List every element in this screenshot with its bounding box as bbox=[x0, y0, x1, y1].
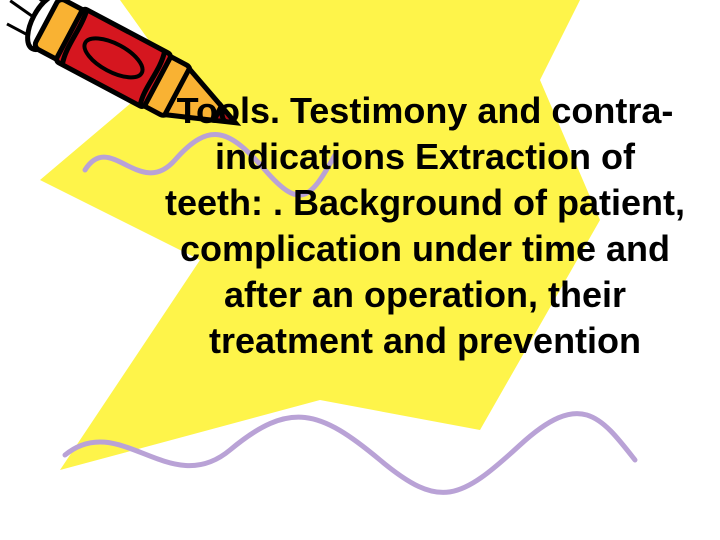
squiggle-bottom-path bbox=[65, 414, 635, 493]
slide-title: Tools. Testimony and contra-indications … bbox=[165, 88, 685, 364]
squiggle-bottom bbox=[60, 405, 640, 505]
slide-stage: Tools. Testimony and contra-indications … bbox=[0, 0, 720, 540]
